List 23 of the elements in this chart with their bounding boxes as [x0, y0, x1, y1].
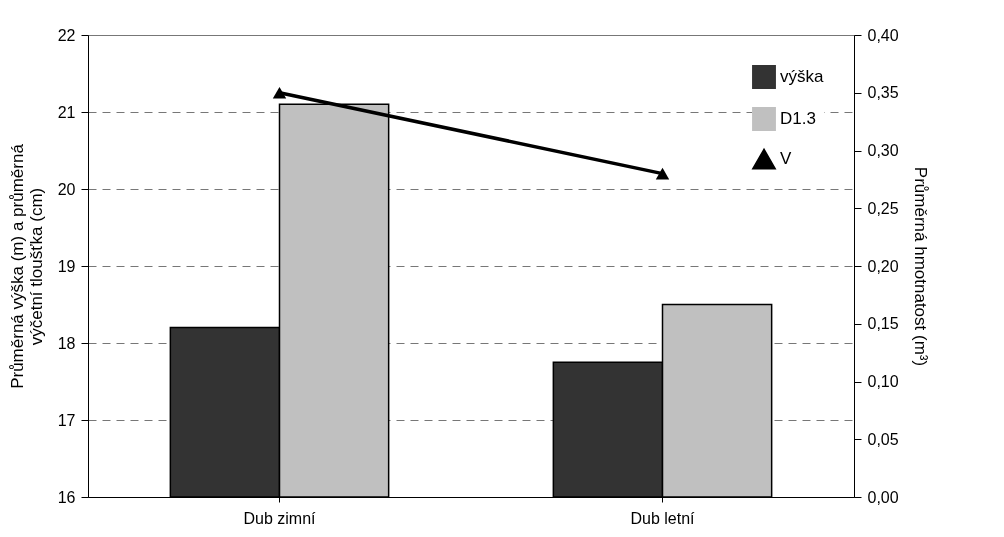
y2-tick-label: 0,10: [867, 373, 899, 390]
legend-label: D1.3: [780, 109, 816, 128]
y2-tick-label: 0,40: [867, 26, 899, 44]
y2-tick-label: 0,20: [867, 257, 899, 275]
legend-label: výška: [780, 67, 824, 86]
y2-tick-label: 0,35: [867, 84, 899, 102]
y2-tick-label: 0,25: [867, 199, 899, 217]
y-tick-label: 22: [57, 26, 76, 44]
y-tick-label: 16: [57, 488, 76, 506]
x-tick-label: Dub zimní: [243, 509, 317, 527]
y2-tick-label: 0,05: [867, 430, 899, 448]
y-tick-label: 21: [57, 103, 76, 121]
y-tick-label: 18: [57, 334, 76, 352]
x-tick-label: Dub letní: [630, 509, 696, 527]
y2-tick-label: 0,00: [867, 488, 899, 506]
y2-tick-label: 0,15: [867, 315, 899, 333]
y-tick-label: 17: [57, 411, 76, 429]
y2-axis-title: Průměrná hmotnatost (m³): [910, 166, 930, 367]
y-tick-label: 19: [57, 257, 76, 275]
y-tick-label: 20: [57, 180, 76, 198]
legend-label: V: [780, 149, 792, 168]
y-axis-title: Průměrná výška (m) a průměrná výčetní tloušťka (cm): [7, 143, 46, 389]
y2-tick-label: 0,30: [867, 142, 899, 159]
